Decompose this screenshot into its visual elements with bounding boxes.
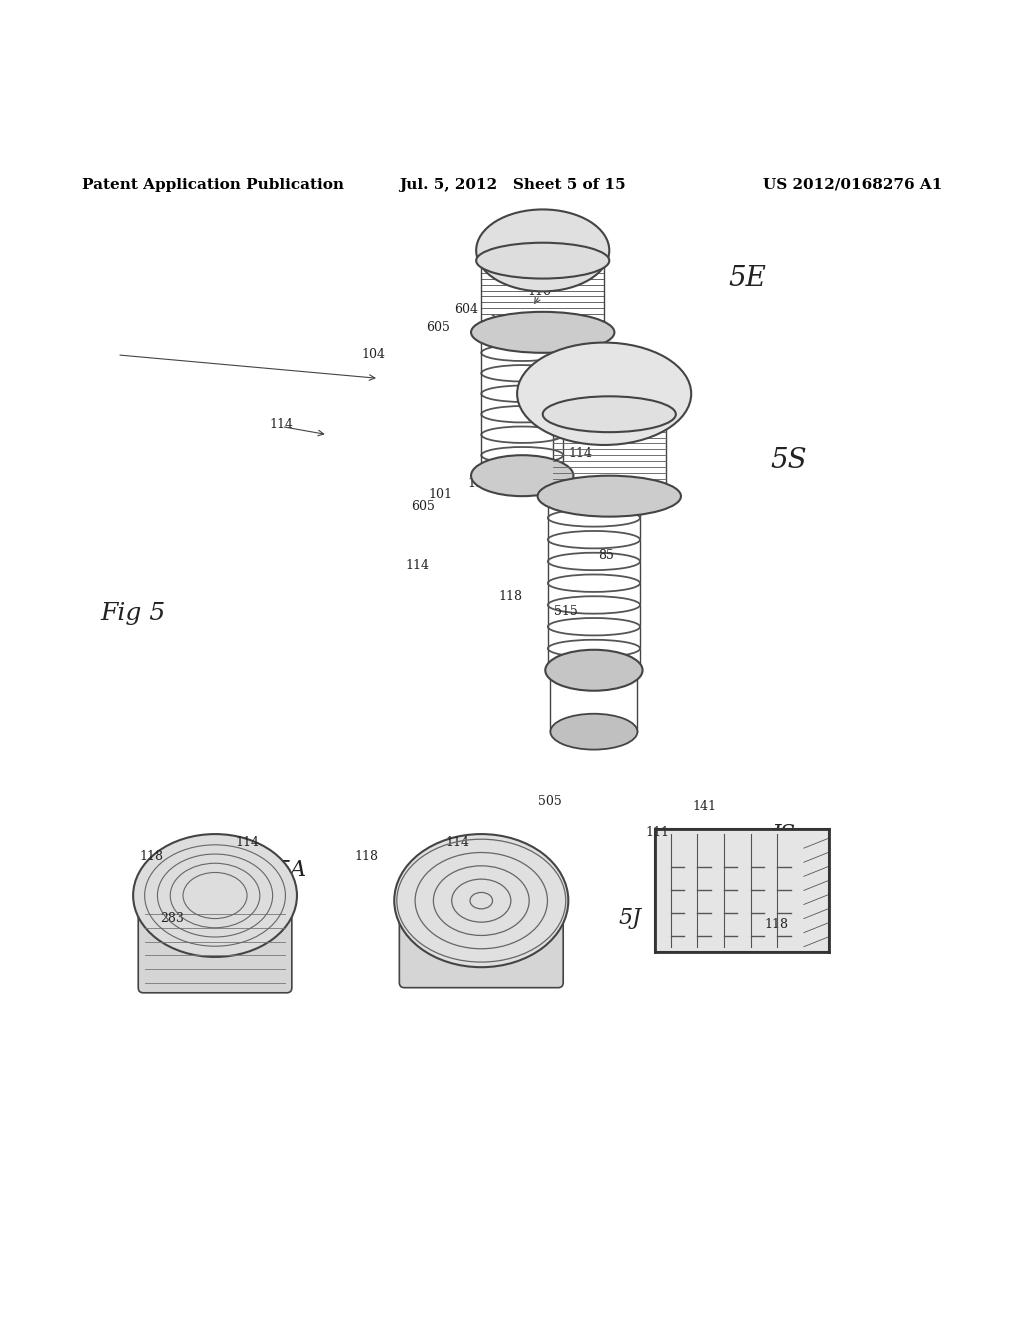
Text: 118: 118 xyxy=(498,590,522,603)
Text: Patent Application Publication: Patent Application Publication xyxy=(82,178,344,191)
Text: 104: 104 xyxy=(361,348,386,362)
Ellipse shape xyxy=(471,312,614,352)
Text: 116: 116 xyxy=(467,478,492,490)
Text: 118: 118 xyxy=(139,850,164,863)
Text: 118: 118 xyxy=(764,917,788,931)
Text: 101: 101 xyxy=(428,487,453,500)
Text: 118: 118 xyxy=(354,850,379,863)
Text: 5J: 5J xyxy=(618,907,641,929)
Text: 111: 111 xyxy=(645,825,670,838)
Text: 114: 114 xyxy=(445,836,470,849)
Text: 5E: 5E xyxy=(729,264,766,292)
Ellipse shape xyxy=(546,649,643,690)
Text: 605: 605 xyxy=(411,500,435,513)
Text: 505: 505 xyxy=(538,795,562,808)
Text: US 2012/0168276 A1: US 2012/0168276 A1 xyxy=(763,178,942,191)
Text: Fig 5: Fig 5 xyxy=(100,602,166,626)
Text: Jul. 5, 2012   Sheet 5 of 15: Jul. 5, 2012 Sheet 5 of 15 xyxy=(398,178,626,191)
Text: 114: 114 xyxy=(568,446,593,459)
Text: 114: 114 xyxy=(406,560,430,573)
Text: 515: 515 xyxy=(554,606,579,618)
Bar xyxy=(655,829,829,952)
Text: 114: 114 xyxy=(236,836,260,849)
Ellipse shape xyxy=(133,834,297,957)
Ellipse shape xyxy=(551,714,637,750)
Text: 116: 116 xyxy=(527,285,552,298)
Ellipse shape xyxy=(476,243,609,279)
Text: 141: 141 xyxy=(692,800,717,813)
Ellipse shape xyxy=(471,455,573,496)
FancyBboxPatch shape xyxy=(399,895,563,987)
Text: JS: JS xyxy=(771,824,796,845)
Ellipse shape xyxy=(543,396,676,432)
FancyBboxPatch shape xyxy=(138,891,292,993)
Ellipse shape xyxy=(538,475,681,516)
Text: 101: 101 xyxy=(489,314,514,326)
Ellipse shape xyxy=(476,210,609,292)
Text: 5A: 5A xyxy=(276,859,307,880)
Text: 604: 604 xyxy=(454,304,478,317)
Text: 283: 283 xyxy=(160,912,184,924)
Text: 114: 114 xyxy=(269,418,294,430)
Ellipse shape xyxy=(394,834,568,968)
Text: 85: 85 xyxy=(598,549,614,562)
Ellipse shape xyxy=(517,343,691,445)
Text: 605: 605 xyxy=(426,321,451,334)
Text: 5S: 5S xyxy=(770,446,807,474)
